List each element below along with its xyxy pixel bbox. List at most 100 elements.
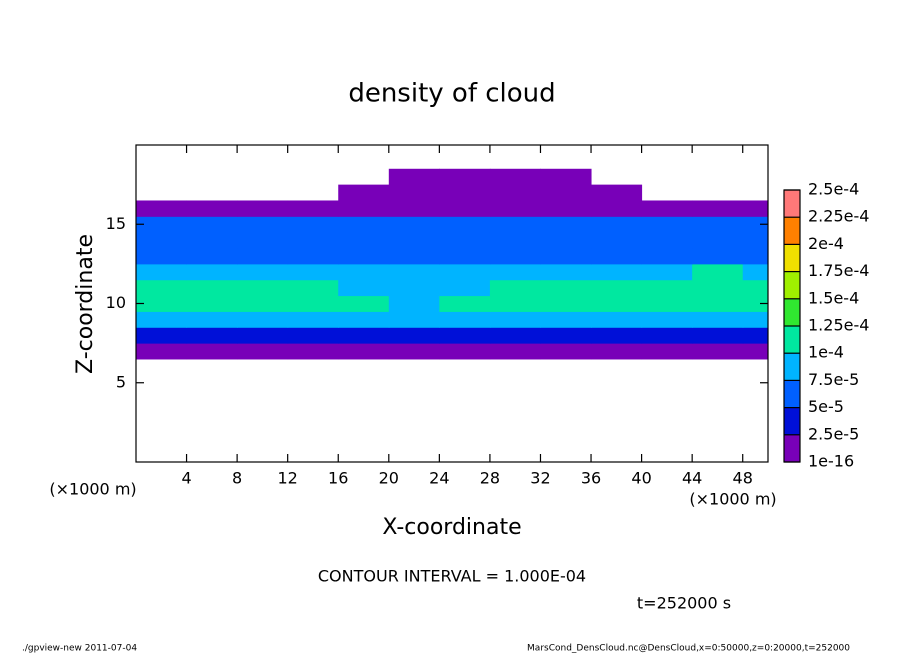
cell bbox=[540, 311, 592, 328]
cell bbox=[489, 168, 541, 186]
cell bbox=[742, 200, 769, 217]
y-tick-label: 15 bbox=[106, 214, 126, 233]
colorbar-box bbox=[784, 217, 800, 245]
cell bbox=[287, 311, 339, 328]
cell bbox=[439, 168, 491, 186]
x-tick-label: 32 bbox=[530, 469, 550, 488]
cell bbox=[742, 279, 769, 297]
cell bbox=[287, 232, 339, 249]
cell bbox=[742, 216, 769, 233]
colorbar-box bbox=[784, 326, 800, 354]
cell bbox=[439, 216, 491, 233]
cell bbox=[742, 295, 769, 312]
cell bbox=[641, 327, 693, 344]
cell bbox=[439, 232, 491, 249]
cell bbox=[591, 327, 643, 344]
cell bbox=[388, 295, 440, 312]
cell bbox=[591, 248, 643, 265]
cell bbox=[237, 279, 289, 297]
cell bbox=[186, 248, 238, 265]
cell bbox=[237, 311, 289, 328]
x-axis-label: X-coordinate bbox=[382, 515, 521, 540]
cell bbox=[388, 200, 440, 217]
cell bbox=[641, 311, 693, 328]
cell bbox=[136, 232, 188, 249]
cell bbox=[439, 248, 491, 265]
cell bbox=[186, 232, 238, 249]
cell bbox=[540, 232, 592, 249]
colorbar-label: 1.25e-4 bbox=[808, 316, 869, 335]
cell bbox=[641, 200, 693, 217]
cell bbox=[540, 216, 592, 233]
cell bbox=[591, 343, 643, 360]
colorbar-box bbox=[784, 190, 800, 218]
colorbar-label: 7.5e-5 bbox=[808, 370, 859, 389]
cell bbox=[338, 279, 390, 297]
cell bbox=[591, 295, 643, 312]
cell bbox=[489, 248, 541, 265]
cell bbox=[136, 248, 188, 265]
cell bbox=[540, 295, 592, 312]
cell bbox=[489, 184, 541, 201]
x-tick-label: 8 bbox=[232, 469, 242, 488]
cell bbox=[489, 343, 541, 360]
cell bbox=[186, 295, 238, 312]
cell bbox=[237, 232, 289, 249]
cell bbox=[136, 327, 188, 344]
cell bbox=[742, 232, 769, 249]
x-tick-label: 16 bbox=[328, 469, 348, 488]
cell bbox=[641, 295, 693, 312]
cell bbox=[540, 263, 592, 281]
y-axis-label: Z-coordinate bbox=[73, 234, 98, 374]
cell bbox=[237, 263, 289, 281]
colorbar-label: 1.5e-4 bbox=[808, 288, 859, 307]
cell bbox=[641, 232, 693, 249]
cell bbox=[591, 216, 643, 233]
colorbar-box bbox=[784, 271, 800, 299]
cell bbox=[237, 295, 289, 312]
cell bbox=[186, 311, 238, 328]
cell bbox=[489, 263, 541, 281]
cell bbox=[692, 327, 744, 344]
cell bbox=[439, 263, 491, 281]
cell bbox=[186, 343, 238, 360]
colorbar-label: 2.25e-4 bbox=[808, 207, 869, 226]
cell bbox=[136, 263, 188, 281]
cell bbox=[338, 232, 390, 249]
cell bbox=[388, 216, 440, 233]
cell bbox=[338, 216, 390, 233]
cell bbox=[338, 184, 390, 201]
cell bbox=[237, 248, 289, 265]
x-tick-label: 4 bbox=[181, 469, 191, 488]
cell bbox=[591, 232, 643, 249]
x-tick-label: 40 bbox=[631, 469, 651, 488]
cell bbox=[338, 327, 390, 344]
cell bbox=[540, 327, 592, 344]
y-tick-label: 10 bbox=[106, 293, 126, 312]
cell bbox=[489, 279, 541, 297]
cell bbox=[591, 200, 643, 217]
cell bbox=[540, 200, 592, 217]
cell bbox=[641, 343, 693, 360]
cell bbox=[591, 311, 643, 328]
cell bbox=[388, 311, 440, 328]
cell bbox=[540, 248, 592, 265]
cell bbox=[388, 327, 440, 344]
cell bbox=[439, 184, 491, 201]
cell bbox=[489, 311, 541, 328]
cell bbox=[641, 263, 693, 281]
cell bbox=[692, 232, 744, 249]
cell bbox=[742, 248, 769, 265]
cell bbox=[540, 279, 592, 297]
x-tick-label: 12 bbox=[278, 469, 298, 488]
time-label: t=252000 s bbox=[637, 594, 731, 613]
colorbar-box bbox=[784, 353, 800, 381]
colorbar-box bbox=[784, 244, 800, 272]
colorbar-label: 2.5e-4 bbox=[808, 180, 859, 199]
cell bbox=[388, 184, 440, 201]
cell bbox=[692, 216, 744, 233]
cell bbox=[186, 327, 238, 344]
cell bbox=[186, 216, 238, 233]
cell bbox=[388, 279, 440, 297]
